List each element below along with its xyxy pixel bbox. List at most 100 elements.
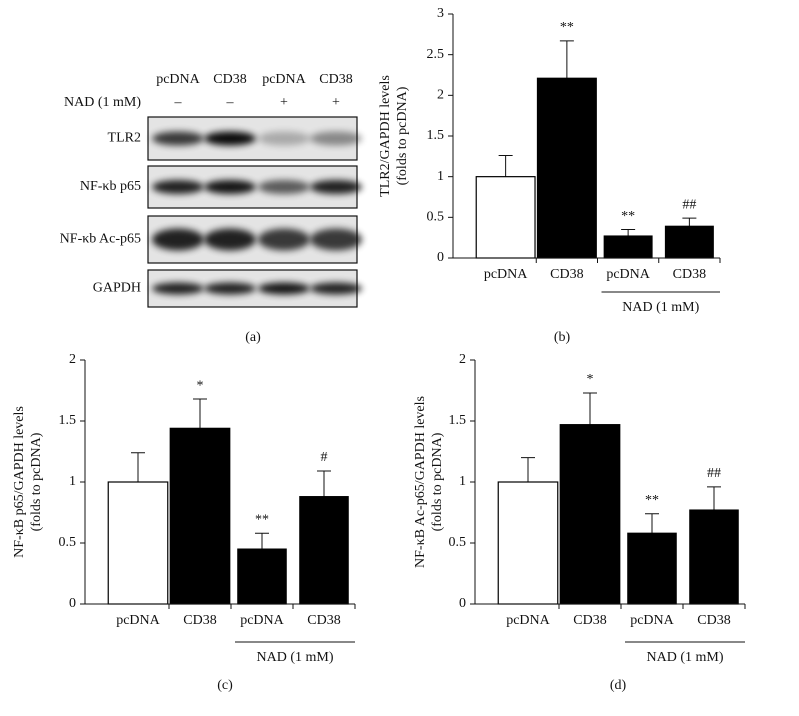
y-tick-label: 2 [437, 88, 444, 103]
error-bar [645, 513, 659, 534]
row-label: GAPDH [93, 281, 141, 296]
y-tick-label: 0 [437, 250, 444, 265]
treatment-mark: + [280, 95, 288, 110]
significance: ## [682, 197, 696, 212]
x-tick-label: pcDNA [630, 613, 674, 628]
panel-label: (a) [245, 330, 261, 345]
y-tick-label: 0.5 [59, 535, 77, 550]
y-axis-label: NF-κB Ac-p65/GAPDH levels [413, 396, 428, 568]
error-bar [193, 398, 207, 429]
bar [664, 225, 714, 259]
y-tick-label: 0.5 [427, 210, 445, 225]
y-axis-label: (folds to pcDNA) [395, 86, 410, 185]
bar [689, 509, 739, 605]
y-axis-label: (folds to pcDNA) [29, 432, 44, 531]
panel-label: (c) [217, 678, 233, 693]
blot-band [204, 131, 256, 146]
y-tick-label: 1 [459, 474, 466, 489]
x-tick-label: pcDNA [240, 613, 284, 628]
error-bar [559, 40, 574, 79]
y-tick-label: 2 [69, 352, 76, 367]
blot-band [152, 282, 204, 295]
error-bar [682, 217, 697, 227]
significance: ** [255, 512, 269, 527]
x-tick-label: pcDNA [484, 267, 528, 282]
significance: # [321, 450, 328, 465]
significance: ** [621, 209, 635, 224]
bar [536, 77, 597, 259]
blot-band [310, 131, 362, 146]
error-bar [131, 452, 145, 482]
error-bar [583, 392, 597, 425]
y-tick-label: 1.5 [427, 128, 445, 143]
significance: ** [560, 20, 574, 35]
bar [169, 427, 231, 605]
y-tick-label: 1.5 [59, 413, 77, 428]
error-bar [521, 457, 535, 482]
error-bar [498, 155, 513, 177]
x-tick-label: CD38 [697, 613, 730, 628]
treatment-mark: – [174, 95, 183, 110]
x-tick-label: pcDNA [116, 613, 160, 628]
column-label: CD38 [213, 72, 246, 87]
x-tick-label: CD38 [550, 267, 583, 282]
error-bar [707, 486, 721, 511]
significance: * [587, 372, 594, 387]
row-label: NF-κb Ac-p65 [60, 232, 141, 247]
y-tick-label: 3 [437, 6, 444, 21]
y-axis-label: (folds to pcDNA) [430, 432, 445, 531]
treatment-mark: + [332, 95, 340, 110]
bar [475, 176, 536, 259]
blot-band [204, 228, 256, 251]
y-tick-label: 2 [459, 352, 466, 367]
group-label: NAD (1 mM) [257, 650, 334, 665]
blot-band [258, 131, 310, 146]
bar [107, 481, 169, 605]
bar [299, 496, 349, 605]
blot-band [204, 180, 256, 194]
row-label: NF-κb p65 [80, 179, 141, 194]
blot-band [204, 282, 256, 295]
group-label: NAD (1 mM) [622, 300, 699, 315]
x-tick-label: CD38 [183, 613, 216, 628]
x-tick-label: pcDNA [606, 267, 650, 282]
row-label: TLR2 [108, 131, 141, 146]
x-tick-label: CD38 [573, 613, 606, 628]
blot-band [258, 282, 310, 295]
blot-band [258, 228, 310, 251]
error-bar [317, 470, 331, 497]
y-tick-label: 1.5 [449, 413, 467, 428]
y-axis-label: TLR2/GAPDH levels [378, 75, 393, 197]
bar [559, 424, 621, 605]
column-label: pcDNA [156, 72, 200, 87]
y-tick-label: 0.5 [449, 535, 467, 550]
error-bar [255, 532, 269, 550]
treatment-mark: – [226, 95, 235, 110]
column-label: pcDNA [262, 72, 306, 87]
bar [237, 548, 287, 605]
blot-band [152, 180, 204, 194]
significance: ** [645, 493, 659, 508]
group-label: NAD (1 mM) [647, 650, 724, 665]
western-blot: pcDNA – CD38 – pcDNA + CD38 + NAD (1 mM) TLR2 NF-κ… [60, 72, 362, 345]
blot-band [258, 180, 310, 194]
bar [627, 532, 677, 605]
y-axis-label: NF-κB p65/GAPDH levels [12, 406, 27, 558]
significance: * [197, 378, 204, 393]
significance: ## [707, 466, 721, 481]
column-label: CD38 [319, 72, 352, 87]
blot-band [152, 131, 204, 146]
blot-band [310, 180, 362, 194]
bar [603, 235, 653, 259]
blot-band [310, 282, 362, 295]
blot-band [152, 228, 204, 251]
panel-label: (b) [554, 330, 571, 345]
y-tick-label: 0 [69, 596, 76, 611]
x-tick-label: CD38 [673, 267, 706, 282]
error-bar [621, 229, 636, 237]
y-tick-label: 1 [437, 169, 444, 184]
x-tick-label: CD38 [307, 613, 340, 628]
bar [497, 481, 559, 605]
y-tick-label: 0 [459, 596, 466, 611]
